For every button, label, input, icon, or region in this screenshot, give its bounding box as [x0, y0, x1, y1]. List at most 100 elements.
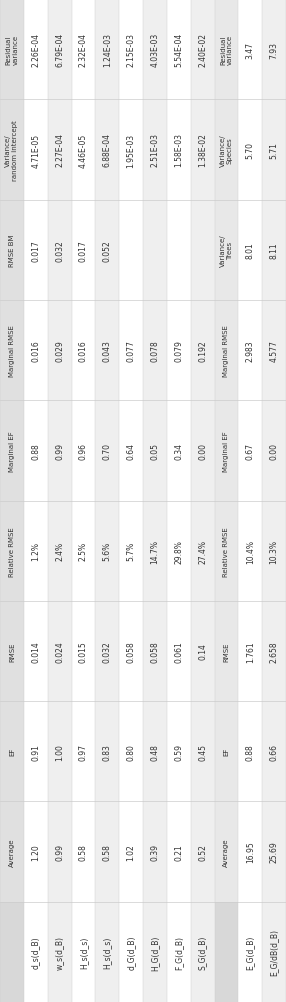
Text: H_G(d_B): H_G(d_B) — [150, 934, 159, 970]
Bar — [262, 802, 286, 902]
Text: Relative RMSE: Relative RMSE — [9, 526, 15, 576]
Bar — [48, 802, 72, 902]
Bar — [262, 601, 286, 701]
Text: 2.983: 2.983 — [246, 340, 255, 362]
Bar — [191, 301, 214, 401]
Text: 2.51E-03: 2.51E-03 — [150, 133, 159, 167]
Text: 0.58: 0.58 — [79, 844, 88, 860]
Bar — [262, 200, 286, 301]
Bar — [167, 802, 191, 902]
Bar — [48, 902, 72, 1002]
Bar — [24, 401, 48, 501]
Bar — [95, 802, 119, 902]
Bar — [119, 601, 143, 701]
Text: 0.39: 0.39 — [150, 844, 159, 860]
Text: d_G(d_B): d_G(d_B) — [127, 935, 136, 969]
Bar — [143, 100, 167, 200]
Bar — [143, 301, 167, 401]
Text: 4.03E-03: 4.03E-03 — [150, 33, 159, 67]
Text: 8.11: 8.11 — [270, 242, 279, 259]
Text: 0.99: 0.99 — [55, 443, 64, 459]
Bar — [24, 902, 48, 1002]
Bar — [48, 200, 72, 301]
Bar — [48, 401, 72, 501]
Text: 0.024: 0.024 — [55, 640, 64, 662]
Bar — [143, 701, 167, 802]
Text: 0.21: 0.21 — [174, 844, 183, 860]
Bar — [95, 0, 119, 100]
Text: 0.88: 0.88 — [246, 743, 255, 760]
Text: 2.26E-04: 2.26E-04 — [31, 33, 40, 67]
Bar — [143, 802, 167, 902]
Text: S_G(d_B): S_G(d_B) — [198, 935, 207, 969]
Text: 2.5%: 2.5% — [79, 541, 88, 561]
Text: 0.48: 0.48 — [150, 743, 159, 760]
Text: 0.59: 0.59 — [174, 743, 183, 760]
Text: 0.67: 0.67 — [246, 443, 255, 459]
Bar — [143, 902, 167, 1002]
Text: RMSE BM: RMSE BM — [9, 234, 15, 267]
Text: 14.7%: 14.7% — [150, 539, 159, 563]
Text: 1.761: 1.761 — [246, 640, 255, 662]
Text: 2.32E-04: 2.32E-04 — [79, 33, 88, 67]
Text: 2.15E-03: 2.15E-03 — [127, 33, 136, 67]
Bar — [143, 401, 167, 501]
Text: RMSE: RMSE — [9, 641, 15, 661]
Bar — [214, 100, 238, 200]
Bar — [167, 902, 191, 1002]
Bar — [24, 200, 48, 301]
Text: 10.3%: 10.3% — [270, 539, 279, 563]
Text: 0.017: 0.017 — [79, 239, 88, 262]
Bar — [72, 501, 95, 601]
Text: 0.00: 0.00 — [198, 443, 207, 459]
Text: 1.58E-03: 1.58E-03 — [174, 133, 183, 167]
Bar — [95, 701, 119, 802]
Text: 0.80: 0.80 — [127, 743, 136, 760]
Bar — [0, 501, 24, 601]
Bar — [95, 301, 119, 401]
Bar — [262, 902, 286, 1002]
Text: 0.016: 0.016 — [31, 340, 40, 362]
Bar — [191, 902, 214, 1002]
Bar — [238, 100, 262, 200]
Bar — [143, 501, 167, 601]
Text: H_s(d_s): H_s(d_s) — [79, 936, 88, 968]
Bar — [214, 701, 238, 802]
Text: 0.052: 0.052 — [103, 239, 112, 262]
Bar — [262, 301, 286, 401]
Text: 0.88: 0.88 — [31, 443, 40, 459]
Text: E_G(d_B): E_G(d_B) — [246, 935, 255, 969]
Text: 0.45: 0.45 — [198, 743, 207, 760]
Bar — [95, 401, 119, 501]
Text: 0.032: 0.032 — [55, 239, 64, 262]
Bar — [143, 200, 167, 301]
Text: 0.99: 0.99 — [55, 844, 64, 860]
Text: 1.02: 1.02 — [127, 844, 136, 860]
Text: 5.70: 5.70 — [246, 142, 255, 158]
Bar — [262, 100, 286, 200]
Text: 5.71: 5.71 — [270, 142, 279, 158]
Bar — [0, 401, 24, 501]
Bar — [0, 200, 24, 301]
Text: 0.70: 0.70 — [103, 443, 112, 459]
Bar — [48, 100, 72, 200]
Bar — [143, 601, 167, 701]
Text: Marginal EF: Marginal EF — [9, 431, 15, 471]
Bar — [238, 200, 262, 301]
Bar — [167, 601, 191, 701]
Bar — [95, 100, 119, 200]
Bar — [119, 401, 143, 501]
Text: 1.20: 1.20 — [31, 844, 40, 860]
Text: Relative RMSE: Relative RMSE — [223, 526, 229, 576]
Bar — [191, 701, 214, 802]
Bar — [72, 601, 95, 701]
Text: 7.93: 7.93 — [270, 42, 279, 58]
Bar — [238, 0, 262, 100]
Bar — [214, 601, 238, 701]
Bar — [191, 501, 214, 601]
Bar — [167, 301, 191, 401]
Text: 0.058: 0.058 — [127, 640, 136, 662]
Text: EF: EF — [9, 747, 15, 756]
Bar — [191, 100, 214, 200]
Bar — [72, 301, 95, 401]
